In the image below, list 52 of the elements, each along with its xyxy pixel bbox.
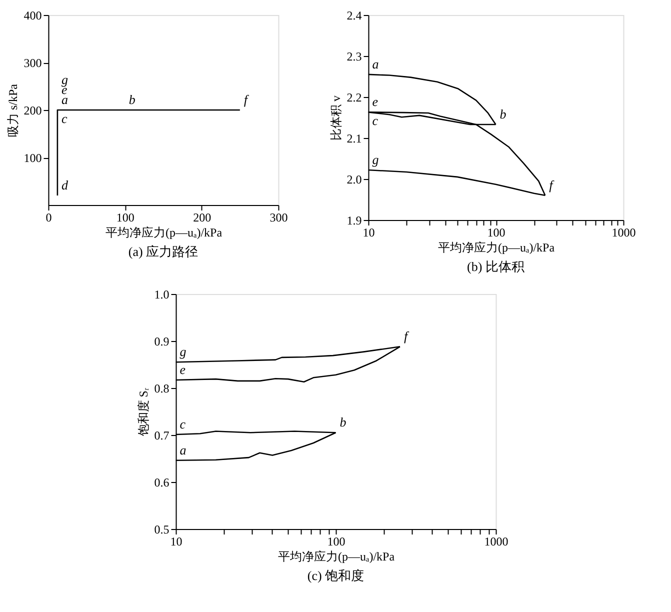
annotation: d [61, 178, 68, 192]
x-tick-label: 0 [46, 210, 52, 224]
x-tick-label: 10 [362, 226, 375, 240]
y-tick-label: 200 [24, 104, 42, 118]
x-axis-title: 平均净应力(p—uₐ)/kPa [438, 240, 556, 254]
x-tick-label: 10 [170, 534, 182, 548]
annotation: a [372, 56, 380, 72]
y-tick-label: 1.9 [346, 214, 362, 228]
y-tick-label: 0.6 [154, 476, 170, 490]
annotation: f [404, 328, 410, 344]
annotation: b [340, 414, 347, 430]
annotation: e [372, 94, 378, 110]
annotation: g [372, 152, 380, 167]
text: (b) 比体积 [467, 259, 524, 274]
y-tick-label: 2.0 [346, 172, 362, 186]
annotation: f [549, 177, 556, 192]
x-tick-label: 200 [193, 210, 212, 224]
annotation: g [61, 72, 68, 87]
x-axis-title: 平均净应力(p—uₐ)/kPa [105, 226, 223, 240]
y-axis-title: 比体积 v [328, 96, 343, 140]
y-tick-label: 2.4 [346, 8, 362, 22]
annotation: f [244, 92, 250, 107]
y-tick-label: 1.0 [154, 288, 170, 302]
x-axis-title: 平均净应力(p—uₐ)/kPa [278, 550, 396, 564]
annotation: g [180, 344, 187, 360]
x-tick-label: 300 [270, 210, 288, 224]
x-tick-label: 100 [327, 534, 346, 548]
y-axis-title: 饱和度 Sᵣ [136, 388, 150, 438]
y-tick-label: 2.1 [346, 132, 362, 146]
y-axis-title: 吸力 s/kPa [6, 83, 20, 138]
x-tick-label: 100 [116, 210, 134, 224]
y-tick-label: 300 [24, 56, 42, 70]
y-tick-label: 2.2 [346, 90, 362, 104]
annotation: e [180, 362, 186, 378]
y-tick-label: 0.5 [154, 522, 170, 536]
annotation: c [180, 416, 186, 432]
y-tick-label: 0.8 [154, 382, 170, 396]
annotation: a [180, 442, 187, 458]
y-tick-label: 0.7 [154, 428, 170, 442]
annotation: b [500, 106, 507, 122]
y-tick-label: 100 [24, 151, 42, 165]
annotation: b [128, 92, 136, 107]
x-tick-label: 1000 [612, 226, 636, 240]
y-tick-label: 0.9 [154, 334, 170, 348]
x-tick-label: 1000 [484, 534, 508, 548]
annotation: c [61, 111, 68, 126]
y-tick-label: 2.3 [346, 50, 362, 64]
annotation: c [372, 113, 378, 128]
text: (a) 应力路径 [128, 244, 198, 259]
x-tick-label: 100 [487, 226, 506, 240]
text: (c) 饱和度 [307, 568, 364, 583]
y-tick-label: 400 [24, 8, 42, 22]
